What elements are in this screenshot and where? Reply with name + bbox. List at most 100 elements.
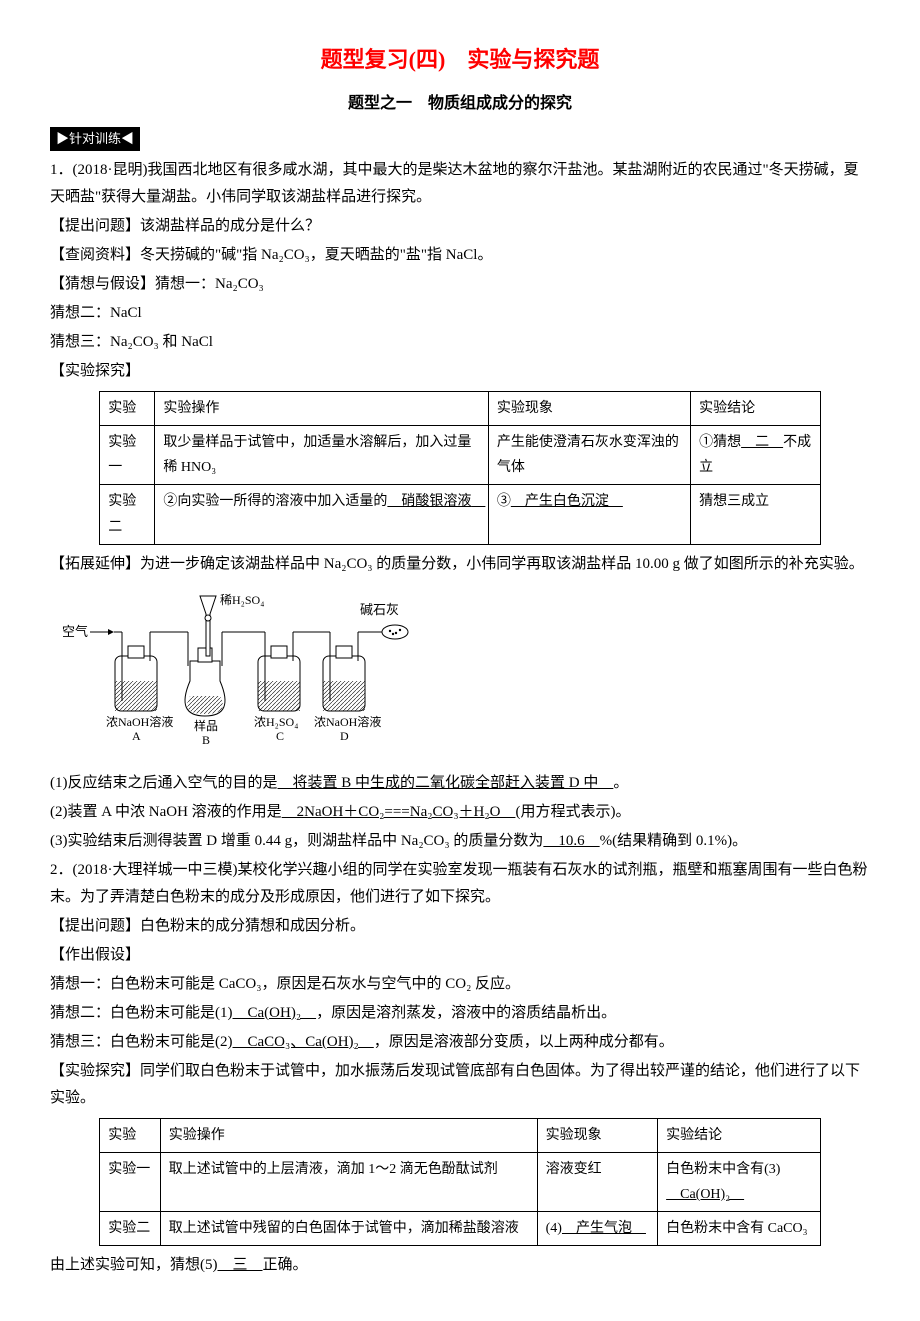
label-b-top: 样品 — [194, 718, 218, 733]
text: 猜想二：白色粉末可能是(1) — [50, 1005, 233, 1021]
table-row: 实验二 取上述试管中残留的白色固体于试管中，滴加稀盐酸溶液 (4) 产生气泡 白… — [100, 1212, 821, 1246]
q1-part3: (3)实验结束后测得装置 D 增重 0.44 g，则湖盐样品中 Na₂CO₃ 的… — [50, 828, 870, 855]
table-header: 实验操作 — [160, 1118, 537, 1152]
text: 正确。 — [263, 1257, 308, 1273]
table-header: 实验现象 — [537, 1118, 657, 1152]
bottle-a — [114, 632, 178, 711]
q1-experiment-heading: 【实验探究】 — [50, 358, 870, 385]
q2-guess2: 猜想二：白色粉末可能是(1) Ca(OH)₂ ，原因是溶剂蒸发，溶液中的溶质结晶… — [50, 1000, 870, 1027]
table-cell: 实验一 — [100, 1152, 161, 1211]
q2-table: 实验 实验操作 实验现象 实验结论 实验一 取上述试管中的上层清液，滴加 1～2… — [99, 1118, 821, 1247]
table-row: 实验一 取上述试管中的上层清液，滴加 1～2 滴无色酚酞试剂 溶液变红 白色粉末… — [100, 1152, 821, 1211]
answer-blank: 将装置 B 中生成的二氧化碳全部赶入装置 D 中 — [278, 775, 614, 791]
label-d-bot: D — [340, 729, 349, 743]
table-row: 实验二 ②向实验一所得的溶液中加入适量的 硝酸银溶液 ③ 产生白色沉淀 猜想三成… — [100, 485, 821, 544]
q1-guess3: 猜想三：Na₂CO₃ 和 NaCl — [50, 329, 870, 356]
answer-blank: 10.6 — [543, 833, 599, 849]
q1-intro: 1．(2018·昆明)我国西北地区有很多咸水湖，其中最大的是柴达木盆地的察尔汗盐… — [50, 157, 870, 211]
table-cell: 取上述试管中的上层清液，滴加 1～2 滴无色酚酞试剂 — [160, 1152, 537, 1211]
text: (3)实验结束后测得装置 D 增重 0.44 g，则湖盐样品中 Na₂CO₃ 的… — [50, 833, 543, 849]
table-cell: 白色粉末中含有 CaCO₃ — [658, 1212, 821, 1246]
table-header: 实验 — [100, 391, 155, 425]
table-cell: 猜想三成立 — [691, 485, 821, 544]
label-d-top: 浓NaOH溶液 — [314, 714, 381, 729]
answer-blank: 产生气泡 — [562, 1221, 646, 1236]
answer-blank: 产生白色沉淀 — [511, 494, 623, 509]
q1-problem: 【提出问题】该湖盐样品的成分是什么？ — [50, 213, 870, 240]
table-cell: 产生能使澄清石灰水变浑浊的气体 — [488, 425, 690, 484]
q2-guess3: 猜想三：白色粉末可能是(2) CaCO₃、Ca(OH)₂ ，原因是溶液部分变质，… — [50, 1029, 870, 1056]
text: (用方程式表示)。 — [515, 804, 630, 820]
table-row: 实验 实验操作 实验现象 实验结论 — [100, 1118, 821, 1152]
cell-text: 白色粉末中含有(3) — [666, 1162, 780, 1177]
label-a-top: 浓NaOH溶液 — [106, 714, 173, 729]
label-b-bot: B — [202, 733, 210, 747]
text: 猜想三：白色粉末可能是(2) — [50, 1034, 233, 1050]
label-a-bot: A — [132, 729, 141, 743]
text: ，原因是溶剂蒸发，溶液中的溶质结晶析出。 — [316, 1005, 616, 1021]
table-header: 实验 — [100, 1118, 161, 1152]
q1-part1: (1)反应结束之后通入空气的目的是 将装置 B 中生成的二氧化碳全部赶入装置 D… — [50, 770, 870, 797]
q2-intro: 2．(2018·大理祥城一中三模)某校化学兴趣小组的同学在实验室发现一瓶装有石灰… — [50, 857, 870, 911]
label-c-top: 浓H₂SO₄ — [254, 715, 298, 729]
text: 由上述实验可知，猜想(5) — [50, 1257, 218, 1273]
table-cell: ②向实验一所得的溶液中加入适量的 硝酸银溶液 — [155, 485, 488, 544]
text: %(结果精确到 0.1%)。 — [600, 833, 747, 849]
page-subtitle: 题型之一 物质组成成分的探究 — [50, 90, 870, 119]
flask-b: 稀H₂SO₄ — [178, 593, 264, 716]
cell-text: ②向实验一所得的溶液中加入适量的 — [163, 494, 387, 509]
table-cell: ③ 产生白色沉淀 — [488, 485, 690, 544]
table-header: 实验结论 — [658, 1118, 821, 1152]
q2-guess1: 猜想一：白色粉末可能是 CaCO₃，原因是石灰水与空气中的 CO₂ 反应。 — [50, 971, 870, 998]
page-title: 题型复习(四) 实验与探究题 — [50, 40, 870, 80]
answer-blank: 二 — [741, 435, 783, 450]
table-cell: 实验二 — [100, 1212, 161, 1246]
h2so4-label: 稀H₂SO₄ — [220, 593, 264, 607]
table-header: 实验结论 — [691, 391, 821, 425]
q2-experiment-heading: 【实验探究】同学们取白色粉末于试管中，加水振荡后发现试管底部有白色固体。为了得出… — [50, 1058, 870, 1112]
bottle-c — [255, 632, 320, 711]
apparatus-svg: 空气 稀H₂SO₄ — [60, 586, 420, 756]
cell-text: ③ — [497, 494, 511, 509]
section-tag: ▶针对训练◀ — [50, 127, 140, 150]
text: (2)装置 A 中浓 NaOH 溶液的作用是 — [50, 804, 282, 820]
table-cell: ①猜想 二 不成立 — [691, 425, 821, 484]
table-row: 实验 实验操作 实验现象 实验结论 — [100, 391, 821, 425]
answer-blank: 硝酸银溶液 — [387, 494, 485, 509]
air-label: 空气 — [62, 624, 88, 639]
table-cell: (4) 产生气泡 — [537, 1212, 657, 1246]
text: ，原因是溶液部分变质，以上两种成分都有。 — [374, 1034, 674, 1050]
table-cell: 实验二 — [100, 485, 155, 544]
table-cell: 取少量样品于试管中，加适量水溶解后，加入过量稀 HNO₃ — [155, 425, 488, 484]
bottle-d — [320, 632, 382, 711]
label-c-bot: C — [276, 729, 284, 743]
text: (1)反应结束之后通入空气的目的是 — [50, 775, 278, 791]
table-cell: 白色粉末中含有(3) Ca(OH)₂ — [658, 1152, 821, 1211]
q1-table: 实验 实验操作 实验现象 实验结论 实验一 取少量样品于试管中，加适量水溶解后，… — [99, 391, 821, 545]
answer-blank: Ca(OH)₂ — [233, 1005, 317, 1021]
answer-blank: 三 — [218, 1257, 263, 1273]
table-header: 实验现象 — [488, 391, 690, 425]
q2-problem: 【提出问题】白色粉末的成分猜想和成因分析。 — [50, 913, 870, 940]
q1-guess2: 猜想二：NaCl — [50, 300, 870, 327]
q2-conclusion: 由上述实验可知，猜想(5) 三 正确。 — [50, 1252, 870, 1279]
answer-blank: 2NaOH＋CO₂===Na₂CO₃＋H₂O — [282, 804, 516, 820]
cell-text: ①猜想 — [699, 435, 741, 450]
table-cell: 取上述试管中残留的白色固体于试管中，滴加稀盐酸溶液 — [160, 1212, 537, 1246]
q2-hypothesis-heading: 【作出假设】 — [50, 942, 870, 969]
answer-blank: Ca(OH)₂ — [666, 1187, 744, 1202]
answer-blank: CaCO₃、Ca(OH)₂ — [233, 1034, 374, 1050]
text: 。 — [613, 775, 628, 791]
q1-guess-heading: 【猜想与假设】猜想一：Na₂CO₃ — [50, 271, 870, 298]
table-cell: 溶液变红 — [537, 1152, 657, 1211]
table-cell: 实验一 — [100, 425, 155, 484]
apparatus-diagram: 空气 稀H₂SO₄ — [60, 586, 870, 766]
cell-text: (4) — [546, 1221, 562, 1236]
q1-part2: (2)装置 A 中浓 NaOH 溶液的作用是 2NaOH＋CO₂===Na₂CO… — [50, 799, 870, 826]
q1-reference: 【查阅资料】冬天捞碱的"碱"指 Na₂CO₃，夏天晒盐的"盐"指 NaCl。 — [50, 242, 870, 269]
q1-extension-intro: 【拓展延伸】为进一步确定该湖盐样品中 Na₂CO₃ 的质量分数，小伟同学再取该湖… — [50, 551, 870, 578]
table-header: 实验操作 — [155, 391, 488, 425]
drying-tube: 碱石灰 — [360, 602, 408, 639]
sodalime-label: 碱石灰 — [360, 602, 399, 617]
table-row: 实验一 取少量样品于试管中，加适量水溶解后，加入过量稀 HNO₃ 产生能使澄清石… — [100, 425, 821, 484]
